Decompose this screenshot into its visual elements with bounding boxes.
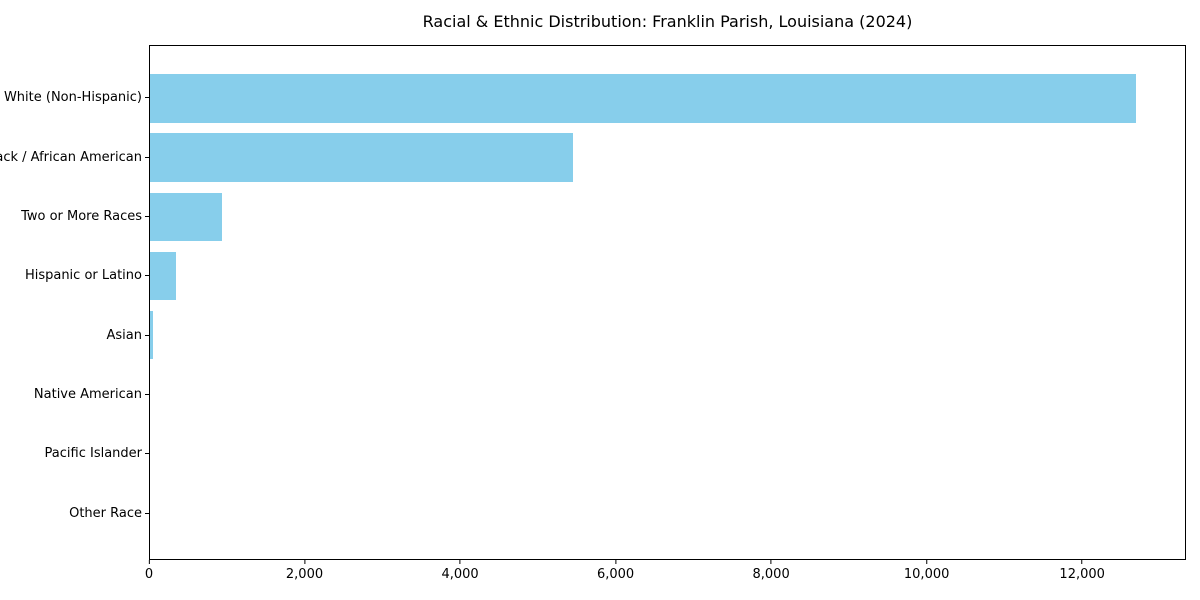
x-tick: 4,000	[441, 560, 479, 582]
bar-row	[150, 187, 1185, 246]
y-tick-mark	[145, 512, 149, 514]
y-axis-label: Two or More Races	[21, 208, 142, 224]
x-tick: 12,000	[1059, 560, 1105, 582]
y-axis-label-row: White (Non-Hispanic)	[0, 68, 149, 127]
y-axis-label: White (Non-Hispanic)	[3, 90, 142, 106]
x-tick-label: 0	[144, 567, 154, 582]
x-tick-mark	[148, 560, 150, 564]
x-tick: 2,000	[286, 560, 323, 582]
bar-row	[150, 128, 1185, 187]
bar-row	[150, 424, 1185, 483]
bar	[150, 192, 223, 242]
y-axis-label-row: Other Race	[0, 484, 149, 543]
bar	[150, 310, 154, 360]
chart-title: Racial & Ethnic Distribution: Franklin P…	[422, 12, 913, 31]
x-tick-label: 12,000	[1059, 567, 1105, 582]
x-axis: 0 2,000 4,000 6,000 8,000 10,000 12,000	[145, 560, 1186, 590]
x-tick-mark	[770, 560, 772, 564]
x-tick-mark	[1081, 560, 1083, 564]
y-axis-label-row: Asian	[0, 306, 149, 365]
bar-row	[150, 246, 1185, 305]
bar	[150, 74, 1136, 123]
plot-area	[149, 45, 1186, 560]
x-tick-label: 4,000	[441, 567, 479, 582]
y-axis-label: Native American	[33, 387, 142, 403]
x-tick: 6,000	[597, 560, 634, 582]
x-tick-label: 10,000	[903, 567, 950, 582]
y-tick-mark	[145, 334, 149, 336]
x-tick-mark	[926, 560, 928, 564]
bars-container	[150, 46, 1185, 559]
x-tick-mark	[615, 560, 617, 564]
x-tick: 0	[145, 560, 153, 582]
y-tick-mark	[145, 275, 149, 277]
y-axis: White (Non-Hispanic) Black / African Amer…	[0, 45, 149, 560]
bar	[150, 133, 573, 182]
y-axis-label-row: Pacific Islander	[0, 424, 149, 483]
y-axis-label: Hispanic or Latino	[24, 268, 142, 284]
y-axis-label: Black / African American	[0, 149, 142, 165]
bar-row	[150, 306, 1185, 365]
y-tick-mark	[145, 394, 149, 396]
bar-row	[150, 483, 1185, 542]
y-tick-mark	[145, 156, 149, 158]
x-tick: 8,000	[753, 560, 790, 582]
x-tick-mark	[304, 560, 306, 564]
y-tick-mark	[145, 97, 149, 99]
bar	[150, 251, 176, 301]
y-tick-mark	[145, 453, 149, 455]
y-axis-label: Pacific Islander	[44, 446, 142, 462]
x-tick-label: 2,000	[285, 567, 324, 582]
y-axis-label-row: Two or More Races	[0, 187, 149, 246]
x-tick: 10,000	[903, 560, 950, 582]
y-tick-mark	[145, 215, 149, 217]
y-axis-label: Asian	[106, 327, 142, 343]
x-tick-label: 6,000	[596, 567, 635, 582]
y-axis-label-row: Hispanic or Latino	[0, 246, 149, 305]
x-tick-mark	[459, 560, 461, 564]
x-tick-label: 8,000	[752, 567, 790, 582]
y-axis-label-row: Black / African American	[0, 127, 149, 186]
y-axis-label: Other Race	[69, 505, 142, 521]
y-axis-label-row: Native American	[0, 365, 149, 424]
bar-row	[150, 365, 1185, 424]
bar-row	[150, 69, 1185, 128]
